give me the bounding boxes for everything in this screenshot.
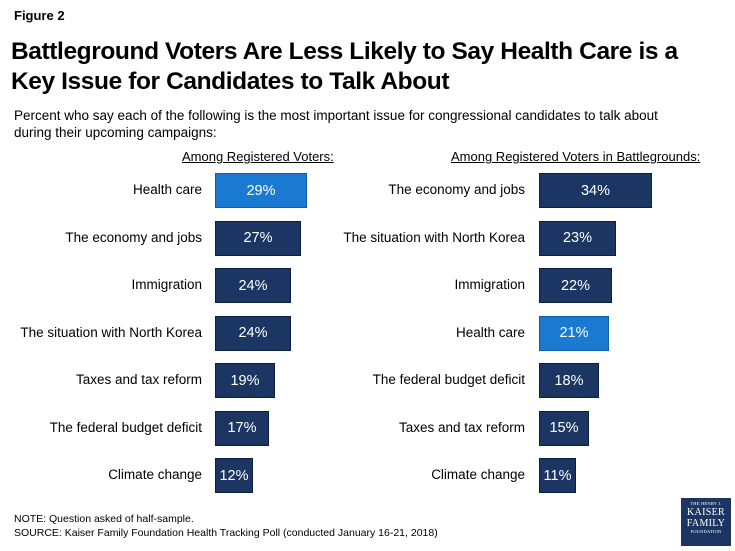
right-panel-heading: Among Registered Voters in Battlegrounds…: [451, 149, 701, 164]
left-bar: 24%: [215, 268, 291, 303]
right-bar: 22%: [539, 268, 612, 303]
right-bar: 11%: [539, 458, 576, 493]
left-bar-value-label: 24%: [238, 277, 268, 294]
right-bar: 23%: [539, 220, 616, 256]
right-bar-label: Health care: [455, 324, 525, 340]
left-bar-value-label: 19%: [230, 372, 260, 389]
left-bar-label: The situation with North Korea: [20, 324, 202, 340]
right-bar-label: The economy and jobs: [388, 182, 525, 197]
left-bar-label: The federal budget deficit: [49, 419, 202, 435]
right-bar-value-label: 15%: [549, 420, 579, 436]
right-bar-label: Immigration: [454, 277, 525, 292]
right-bar: 15%: [539, 410, 589, 446]
right-bar: 18%: [539, 363, 599, 398]
left-bar-label: The economy and jobs: [65, 229, 202, 245]
left-bar: 29%: [215, 173, 307, 208]
footnote-note: NOTE: Question asked of half-sample.: [14, 513, 194, 525]
left-bar-value-label: 29%: [246, 182, 276, 199]
right-bar-label: The situation with North Korea: [343, 229, 525, 245]
left-bar: 27%: [215, 220, 301, 256]
left-bar-label: Immigration: [131, 277, 202, 292]
chart-title: Battleground Voters Are Less Likely to S…: [11, 38, 678, 95]
chart-subtitle: Percent who say each of the following is…: [14, 108, 658, 140]
left-bar-value-label: 12%: [219, 467, 249, 484]
left-bar: 19%: [215, 363, 275, 398]
left-bar-value-label: 17%: [227, 420, 257, 436]
right-bar-value-label: 18%: [554, 372, 584, 389]
footnote-source: SOURCE: Kaiser Family Foundation Health …: [14, 527, 438, 539]
right-bar-label: Taxes and tax reform: [398, 419, 525, 435]
left-bar-label: Health care: [132, 182, 202, 197]
left-bar: 24%: [215, 315, 291, 351]
left-panel-heading: Among Registered Voters:: [182, 149, 334, 164]
right-bar-value-label: 11%: [543, 467, 572, 484]
right-bar: 34%: [539, 173, 652, 208]
left-bar-label: Climate change: [108, 467, 202, 482]
right-bar-value-label: 34%: [580, 182, 611, 199]
right-bar-value-label: 23%: [562, 230, 593, 246]
left-bar-value-label: 24%: [238, 325, 268, 341]
right-bar-value-label: 21%: [559, 325, 589, 341]
right-bar-label: Climate change: [431, 467, 525, 482]
left-bar-value-label: 27%: [243, 230, 273, 246]
right-bar-value-label: 22%: [560, 277, 591, 294]
right-bar-label: The federal budget deficit: [372, 372, 525, 387]
left-bar: 12%: [215, 458, 253, 493]
right-bar: 21%: [539, 315, 609, 351]
kff-logo: THE HENRY J. KAISER FAMILY FOUNDATION: [681, 498, 731, 546]
left-bar: 17%: [215, 410, 269, 446]
left-bar-label: Taxes and tax reform: [75, 372, 202, 387]
figure-label: Figure 2: [14, 8, 65, 23]
